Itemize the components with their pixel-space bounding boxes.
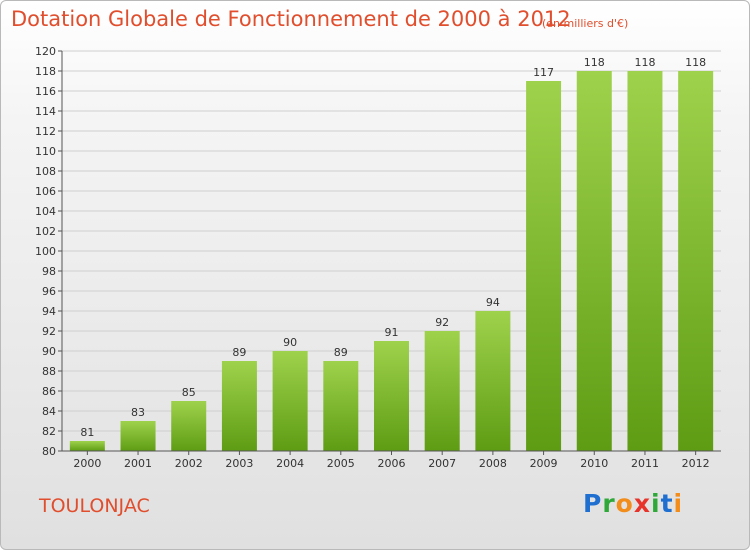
data-label: 92 <box>435 316 449 329</box>
bar <box>120 421 156 451</box>
labels: 80 82 84 86 88 90 92 94 96 98 100 102 104 106 108 110 11… <box>35 45 710 470</box>
data-label: 81 <box>80 426 94 439</box>
logo-letter: t <box>660 489 674 518</box>
y-tick-label: 82 <box>42 425 56 438</box>
y-tick-label: 108 <box>35 165 56 178</box>
y-tick-label: 90 <box>42 345 56 358</box>
y-tick-label: 102 <box>35 225 56 238</box>
data-label: 117 <box>533 66 554 79</box>
x-tick-label: 2005 <box>327 457 355 470</box>
bar <box>323 361 359 451</box>
logo-letter: r <box>602 489 616 518</box>
data-label: 91 <box>385 326 399 339</box>
x-tick-label: 2003 <box>225 457 253 470</box>
bar <box>374 341 409 451</box>
y-tick-label: 84 <box>42 405 56 418</box>
x-tick-label: 2006 <box>378 457 406 470</box>
data-label: 89 <box>232 346 246 359</box>
data-label: 85 <box>182 386 196 399</box>
x-tick-label: 2010 <box>580 457 608 470</box>
x-tick-label: 2007 <box>428 457 456 470</box>
logo-letter: x <box>633 489 651 518</box>
chart-subtitle: (en milliers d'€) <box>542 17 629 30</box>
y-tick-label: 112 <box>35 125 56 138</box>
y-tick-label: 96 <box>42 285 56 298</box>
x-tick-label: 2002 <box>175 457 203 470</box>
bar <box>475 311 511 451</box>
y-tick-label: 100 <box>35 245 56 258</box>
y-tick-label: 88 <box>42 365 56 378</box>
data-label: 94 <box>486 296 500 309</box>
y-tick-label: 92 <box>42 325 56 338</box>
y-tick-label: 106 <box>35 185 56 198</box>
y-tick-label: 86 <box>42 385 56 398</box>
y-tick-label: 114 <box>35 105 56 118</box>
y-tick-label: 110 <box>35 145 56 158</box>
chart-title: Dotation Globale de Fonctionnement de 20… <box>11 7 571 31</box>
logo-letter: i <box>651 489 661 518</box>
x-tick-label: 2009 <box>530 457 558 470</box>
data-label: 118 <box>685 56 706 69</box>
data-label: 83 <box>131 406 145 419</box>
bars <box>69 71 714 451</box>
y-tick-label: 118 <box>35 65 56 78</box>
bar <box>221 361 257 451</box>
bar <box>678 71 714 451</box>
x-tick-label: 2001 <box>124 457 152 470</box>
y-tick-label: 80 <box>42 445 56 458</box>
bar <box>424 331 460 451</box>
data-label: 118 <box>584 56 605 69</box>
bar <box>171 401 207 451</box>
x-tick-label: 2012 <box>682 457 710 470</box>
commune-name: TOULONJAC <box>39 495 150 517</box>
logo-letter: P <box>583 489 603 518</box>
logo-letter: i <box>673 489 684 518</box>
x-tick-label: 2008 <box>479 457 507 470</box>
x-tick-label: 2004 <box>276 457 304 470</box>
data-label: 118 <box>634 56 655 69</box>
y-tick-label: 104 <box>35 205 56 218</box>
axes <box>58 50 721 455</box>
y-tick-label: 120 <box>35 45 56 58</box>
bar <box>576 71 612 451</box>
x-tick-label: 2000 <box>73 457 101 470</box>
y-tick-label: 116 <box>35 85 56 98</box>
y-tick-label: 98 <box>42 265 56 278</box>
bar <box>526 81 562 451</box>
y-tick-label: 94 <box>42 305 56 318</box>
data-label: 89 <box>334 346 348 359</box>
data-label: 90 <box>283 336 297 349</box>
bar <box>69 441 105 451</box>
x-tick-label: 2011 <box>631 457 659 470</box>
logo-letter: o <box>615 489 634 518</box>
proxiti-logo: Proxiti <box>583 489 683 518</box>
bar <box>272 351 308 451</box>
bar <box>627 71 663 451</box>
